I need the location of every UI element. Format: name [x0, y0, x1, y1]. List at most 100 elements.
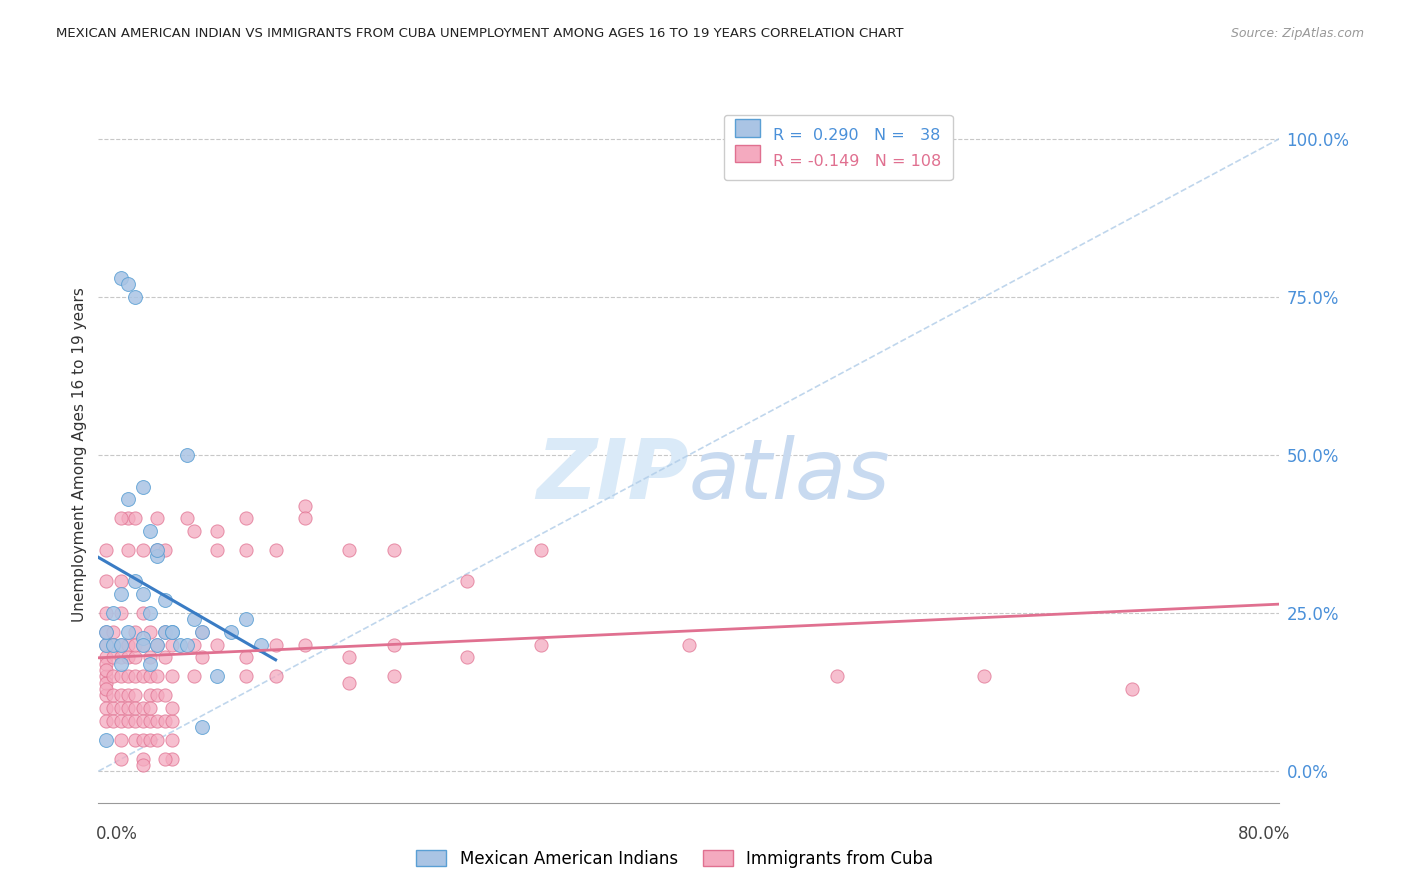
Point [110, 511, 132, 525]
Point [973, 669, 995, 683]
Point [139, 669, 162, 683]
Point [678, 638, 700, 652]
Point [94, 681, 117, 696]
Point [117, 688, 139, 702]
Point [191, 720, 214, 734]
Point [176, 638, 198, 652]
Point [94, 688, 117, 702]
Point [124, 701, 146, 715]
Point [235, 542, 257, 557]
Point [235, 650, 257, 665]
Point [103, 701, 125, 715]
Y-axis label: Unemployment Among Ages 16 to 19 years: Unemployment Among Ages 16 to 19 years [72, 287, 87, 623]
Point [146, 732, 169, 747]
Point [110, 587, 132, 601]
Point [117, 701, 139, 715]
Point [162, 638, 183, 652]
Point [124, 290, 146, 304]
Point [219, 625, 243, 640]
Point [124, 732, 146, 747]
Point [153, 593, 176, 607]
Point [139, 732, 162, 747]
Text: Source: ZipAtlas.com: Source: ZipAtlas.com [1230, 27, 1364, 40]
Point [205, 638, 228, 652]
Point [176, 511, 198, 525]
Point [132, 732, 155, 747]
Point [264, 638, 287, 652]
Point [153, 650, 176, 665]
Point [205, 524, 228, 538]
Point [110, 606, 132, 620]
Point [103, 714, 125, 728]
Point [250, 638, 273, 652]
Point [337, 542, 360, 557]
Point [1121, 681, 1143, 696]
Point [162, 714, 183, 728]
Point [139, 650, 162, 665]
Point [132, 714, 155, 728]
Point [382, 542, 405, 557]
Point [162, 625, 183, 640]
Point [110, 270, 132, 285]
Point [825, 669, 848, 683]
Text: 80.0%: 80.0% [1239, 825, 1291, 843]
Point [153, 751, 176, 765]
Point [294, 638, 316, 652]
Point [110, 638, 132, 652]
Point [132, 542, 155, 557]
Point [382, 669, 405, 683]
Point [183, 669, 205, 683]
Point [139, 701, 162, 715]
Point [124, 688, 146, 702]
Point [146, 714, 169, 728]
Point [139, 657, 162, 671]
Point [153, 542, 176, 557]
Point [191, 625, 214, 640]
Point [94, 732, 117, 747]
Point [124, 669, 146, 683]
Point [162, 751, 183, 765]
Point [117, 542, 139, 557]
Point [139, 524, 162, 538]
Text: atlas: atlas [689, 435, 890, 516]
Point [117, 714, 139, 728]
Point [94, 606, 117, 620]
Point [117, 638, 139, 652]
Point [103, 638, 125, 652]
Point [153, 625, 176, 640]
Point [94, 542, 117, 557]
Point [132, 638, 155, 652]
Point [235, 511, 257, 525]
Point [110, 701, 132, 715]
Point [94, 701, 117, 715]
Point [117, 669, 139, 683]
Text: 0.0%: 0.0% [96, 825, 138, 843]
Point [162, 701, 183, 715]
Point [139, 688, 162, 702]
Point [110, 751, 132, 765]
Point [146, 549, 169, 563]
Point [117, 625, 139, 640]
Point [146, 511, 169, 525]
Point [103, 688, 125, 702]
Point [110, 714, 132, 728]
Point [94, 638, 117, 652]
Point [132, 479, 155, 493]
Point [117, 511, 139, 525]
Point [146, 542, 169, 557]
Point [132, 587, 155, 601]
Point [382, 638, 405, 652]
Point [153, 625, 176, 640]
Point [146, 542, 169, 557]
Point [94, 574, 117, 589]
Point [132, 669, 155, 683]
Point [139, 714, 162, 728]
Point [124, 574, 146, 589]
Point [264, 669, 287, 683]
Point [456, 574, 478, 589]
Point [456, 650, 478, 665]
Point [337, 650, 360, 665]
Point [124, 625, 146, 640]
Point [110, 688, 132, 702]
Point [110, 657, 132, 671]
